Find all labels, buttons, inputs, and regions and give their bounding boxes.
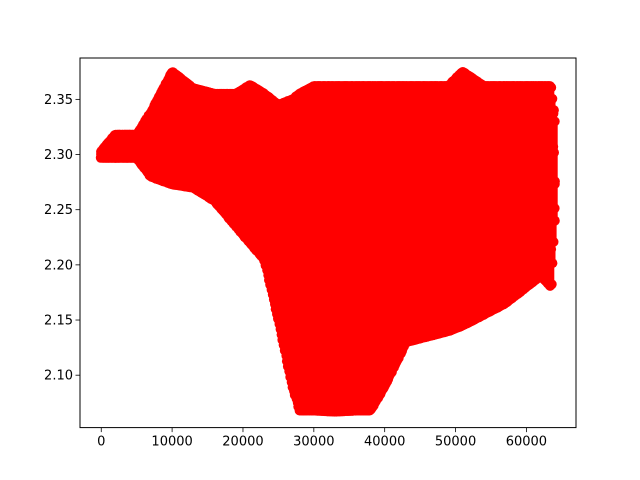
x-tick: 40000: [364, 427, 405, 450]
plot-frame: [79, 57, 577, 429]
y-tick-label: 2.35: [44, 93, 73, 108]
x-tick: 20000: [222, 427, 264, 450]
x-tick-label: 40000: [364, 435, 405, 450]
y-tick: 2.25: [44, 203, 80, 218]
y-tick: 2.30: [44, 148, 80, 163]
y-tick: 2.35: [44, 93, 80, 108]
x-tick: 30000: [293, 427, 335, 450]
y-tick: 2.15: [44, 314, 80, 329]
y-tick-label: 2.30: [44, 148, 73, 163]
y-tick-label: 2.10: [44, 369, 73, 384]
y-tick: 2.20: [44, 258, 80, 273]
x-tick: 0: [97, 427, 105, 450]
y-tick: 2.10: [44, 369, 80, 384]
x-tick-label: 50000: [435, 435, 476, 450]
x-tick-label: 60000: [506, 435, 547, 450]
x-tick: 60000: [506, 427, 547, 450]
x-tick-label: 30000: [293, 435, 334, 450]
x-tick: 10000: [151, 427, 193, 450]
y-tick-label: 2.25: [44, 203, 73, 218]
y-tick-label: 2.20: [44, 258, 73, 273]
y-tick-label: 2.15: [44, 314, 73, 329]
data-points: [95, 67, 560, 417]
x-tick-label: 20000: [222, 435, 263, 450]
x-tick-label: 0: [97, 435, 105, 450]
x-axis: 0 10000 20000 30000 40000 50000 60000: [97, 427, 547, 450]
x-tick-label: 10000: [151, 435, 192, 450]
y-axis: 2.10 2.15 2.20 2.25 2.30 2.35: [44, 93, 80, 384]
x-tick: 50000: [435, 427, 476, 450]
